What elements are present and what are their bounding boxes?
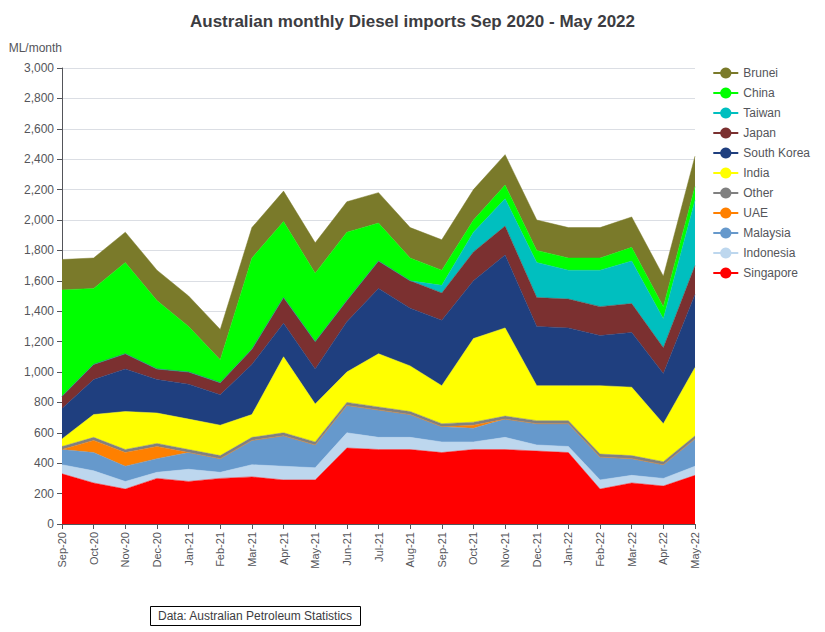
svg-text:1,400: 1,400 <box>24 304 54 318</box>
svg-text:Jun-21: Jun-21 <box>341 532 353 566</box>
svg-text:Indonesia: Indonesia <box>743 246 795 260</box>
svg-text:0: 0 <box>47 517 54 531</box>
svg-text:600: 600 <box>34 426 54 440</box>
svg-text:800: 800 <box>34 395 54 409</box>
svg-text:Oct-20: Oct-20 <box>88 532 100 565</box>
svg-text:Jul-21: Jul-21 <box>373 532 385 562</box>
svg-text:ML/month: ML/month <box>9 41 62 55</box>
svg-text:Feb-21: Feb-21 <box>214 532 226 567</box>
svg-text:Jan-21: Jan-21 <box>183 532 195 566</box>
svg-text:Taiwan: Taiwan <box>743 106 780 120</box>
svg-text:Japan: Japan <box>743 126 776 140</box>
svg-text:Oct-21: Oct-21 <box>467 532 479 565</box>
svg-text:Brunei: Brunei <box>743 66 778 80</box>
svg-text:1,000: 1,000 <box>24 365 54 379</box>
svg-text:2,800: 2,800 <box>24 91 54 105</box>
svg-text:2,200: 2,200 <box>24 183 54 197</box>
svg-text:Nov-21: Nov-21 <box>499 532 511 567</box>
svg-text:1,600: 1,600 <box>24 274 54 288</box>
svg-text:Dec-20: Dec-20 <box>151 532 163 567</box>
svg-text:2,600: 2,600 <box>24 122 54 136</box>
svg-text:2,400: 2,400 <box>24 152 54 166</box>
svg-text:China: China <box>743 86 775 100</box>
svg-text:Mar-21: Mar-21 <box>246 532 258 567</box>
svg-text:Apr-22: Apr-22 <box>657 532 669 565</box>
svg-text:Sep-20: Sep-20 <box>56 532 68 567</box>
svg-text:Sep-21: Sep-21 <box>436 532 448 567</box>
svg-text:Singapore: Singapore <box>743 266 798 280</box>
svg-text:South Korea: South Korea <box>743 146 810 160</box>
svg-text:200: 200 <box>34 487 54 501</box>
svg-text:May-21: May-21 <box>309 532 321 569</box>
svg-text:Aug-21: Aug-21 <box>404 532 416 567</box>
svg-text:Feb-22: Feb-22 <box>594 532 606 567</box>
svg-text:Mar-22: Mar-22 <box>626 532 638 567</box>
svg-text:Data: Australian Petroleum Sta: Data: Australian Petroleum Statistics <box>158 609 352 623</box>
svg-text:400: 400 <box>34 456 54 470</box>
svg-text:India: India <box>743 166 769 180</box>
svg-text:May-22: May-22 <box>689 532 701 569</box>
svg-text:Jan-22: Jan-22 <box>562 532 574 566</box>
svg-text:Apr-21: Apr-21 <box>278 532 290 565</box>
svg-text:UAE: UAE <box>743 206 768 220</box>
svg-text:2,000: 2,000 <box>24 213 54 227</box>
svg-text:1,200: 1,200 <box>24 335 54 349</box>
svg-text:1,800: 1,800 <box>24 243 54 257</box>
svg-text:Malaysia: Malaysia <box>743 226 791 240</box>
svg-text:3,000: 3,000 <box>24 61 54 75</box>
svg-text:Nov-20: Nov-20 <box>119 532 131 567</box>
svg-text:Australian monthly Diesel impo: Australian monthly Diesel imports Sep 20… <box>190 12 635 31</box>
svg-text:Dec-21: Dec-21 <box>531 532 543 567</box>
svg-text:Other: Other <box>743 186 773 200</box>
